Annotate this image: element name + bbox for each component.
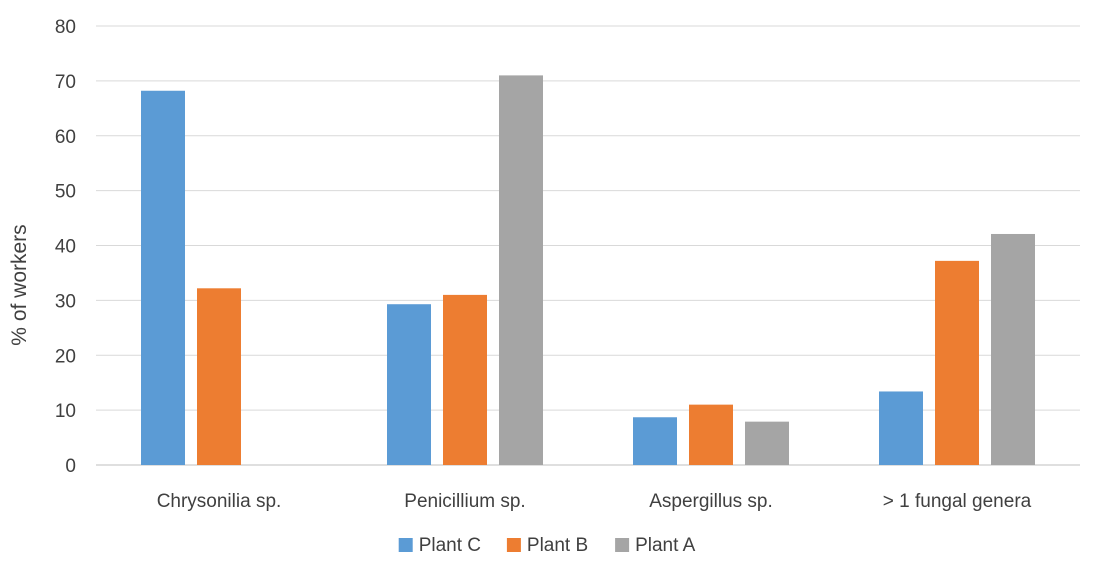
- legend-swatch-plant-c: [398, 538, 413, 552]
- y-tick-label: 50: [55, 182, 76, 203]
- y-axis-ticks: 0 10 20 30 40 50 60 70 80: [55, 17, 76, 477]
- bar-plant-b-1: [443, 294, 487, 465]
- legend-label: Plant B: [527, 535, 588, 556]
- x-tick-label: > 1 fungal genera: [883, 491, 1032, 512]
- legend-swatch-plant-a: [615, 538, 630, 552]
- y-tick-label: 0: [65, 456, 76, 477]
- bar-plant-a-2: [745, 421, 789, 465]
- x-tick-label: Aspergillus sp.: [649, 491, 773, 512]
- bar-plant-c-2: [633, 417, 677, 465]
- y-tick-label: 40: [55, 237, 76, 258]
- y-tick-label: 30: [55, 291, 76, 312]
- legend-swatch-plant-b: [506, 538, 521, 552]
- bar-plant-c-3: [879, 391, 923, 465]
- bar-plant-b-3: [935, 260, 979, 465]
- bar-plant-a-3: [991, 233, 1035, 465]
- bar-plant-c-1: [387, 304, 431, 465]
- x-tick-label: Penicillium sp.: [404, 491, 525, 512]
- bar-plant-b-2: [689, 404, 733, 465]
- x-tick-label: Chrysonilia sp.: [157, 491, 282, 512]
- bar-plant-c-0: [141, 90, 185, 465]
- y-tick-label: 80: [55, 17, 76, 38]
- y-tick-label: 70: [55, 72, 76, 93]
- y-tick-label: 60: [55, 127, 76, 148]
- x-axis-ticks: Chrysonilia sp. Penicillium sp. Aspergillu…: [157, 491, 1032, 512]
- y-axis-title: % of workers: [8, 224, 31, 345]
- legend-label: Plant C: [419, 535, 481, 556]
- legend: Plant C Plant B Plant A: [398, 535, 696, 556]
- bars: [141, 75, 1035, 465]
- bar-plant-b-0: [197, 288, 241, 465]
- y-tick-label: 10: [55, 401, 76, 422]
- y-tick-label: 20: [55, 346, 76, 367]
- legend-label: Plant A: [635, 535, 696, 556]
- bar-plant-a-1: [499, 75, 543, 465]
- gridlines: [96, 25, 1080, 466]
